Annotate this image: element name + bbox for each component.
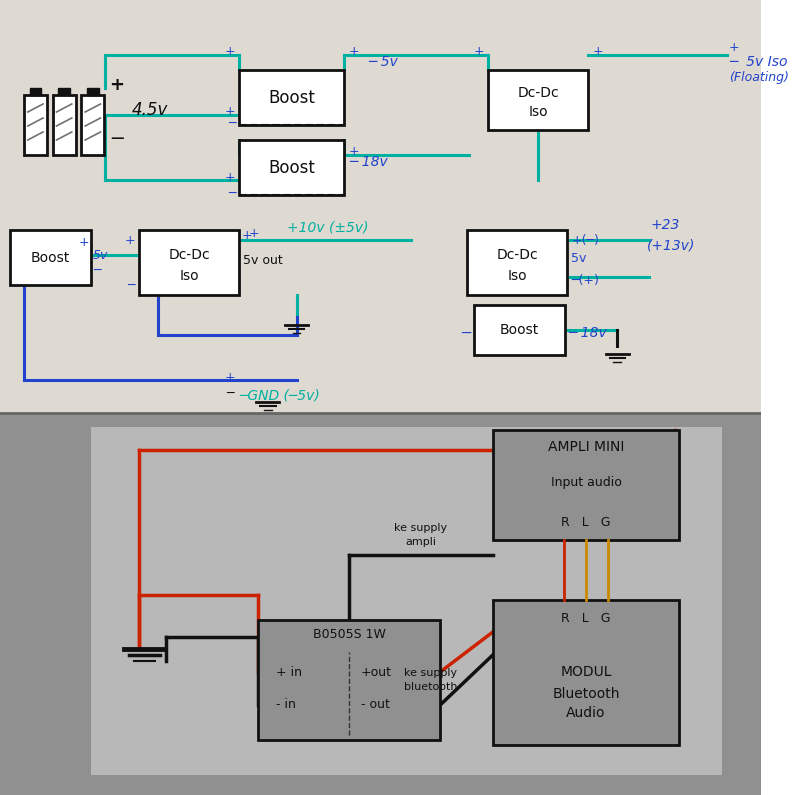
Bar <box>52 95 76 155</box>
Text: +: + <box>225 104 235 118</box>
Text: Iso: Iso <box>179 269 199 282</box>
Text: R   L   G: R L G <box>561 515 611 529</box>
Text: + in: + in <box>276 665 301 678</box>
Bar <box>488 70 588 130</box>
Text: B0505S 1W: B0505S 1W <box>312 629 386 642</box>
Text: +: + <box>241 228 252 242</box>
Text: +(─): +(─) <box>572 234 599 246</box>
Text: 5v: 5v <box>93 249 108 262</box>
Bar <box>24 95 47 155</box>
Bar <box>474 305 564 355</box>
Text: ─: ─ <box>127 278 135 292</box>
Text: ─: ─ <box>226 386 234 400</box>
Text: AMPLI MINI: AMPLI MINI <box>548 440 624 454</box>
Text: (Floating): (Floating) <box>729 71 789 83</box>
Bar <box>258 620 440 740</box>
Text: Audio: Audio <box>566 706 606 720</box>
Text: +10v (±5v): +10v (±5v) <box>287 220 369 234</box>
Text: Dc-Dc: Dc-Dc <box>169 248 210 262</box>
Text: Iso: Iso <box>507 269 527 282</box>
Text: Input audio: Input audio <box>551 475 622 488</box>
Bar <box>29 88 41 95</box>
Text: 5v: 5v <box>572 251 587 265</box>
Text: +: + <box>124 234 135 246</box>
Bar <box>81 95 104 155</box>
Text: ─: ─ <box>228 187 235 200</box>
Bar <box>91 427 723 775</box>
Text: +: + <box>109 76 124 94</box>
Bar <box>239 70 344 125</box>
Text: +out: +out <box>361 665 392 678</box>
Text: ke supply
ampli: ke supply ampli <box>394 523 448 547</box>
Text: MODUL: MODUL <box>560 665 612 680</box>
Text: Dc-Dc: Dc-Dc <box>518 86 559 100</box>
Bar <box>58 88 70 95</box>
Bar <box>10 230 91 285</box>
Text: R   L   G: R L G <box>561 611 611 625</box>
Text: ─(+): ─(+) <box>572 273 599 286</box>
Text: - in: - in <box>276 699 296 712</box>
Bar <box>239 140 344 195</box>
Text: Iso: Iso <box>529 105 548 119</box>
Text: ─ 18v: ─ 18v <box>349 155 388 169</box>
Text: +: + <box>224 370 235 383</box>
Text: ─: ─ <box>93 263 100 277</box>
Text: Bluetooth: Bluetooth <box>553 687 620 701</box>
Text: ─: ─ <box>228 117 235 130</box>
Text: +: + <box>592 45 603 57</box>
Text: 4.5v: 4.5v <box>132 101 169 119</box>
Bar <box>493 600 680 745</box>
Text: +: + <box>348 145 359 157</box>
Text: - out: - out <box>361 699 390 712</box>
Text: Dc-Dc: Dc-Dc <box>496 248 538 262</box>
Bar <box>467 230 568 295</box>
Text: +23: +23 <box>650 218 680 232</box>
Bar <box>0 0 761 413</box>
Text: Boost: Boost <box>31 250 70 265</box>
Text: +: + <box>729 41 740 53</box>
Text: +: + <box>249 227 259 239</box>
Bar <box>87 88 99 95</box>
Text: +: + <box>348 45 359 57</box>
Text: +: + <box>79 235 89 249</box>
Text: +: + <box>225 45 235 57</box>
Text: ─: ─ <box>111 130 122 149</box>
Text: Boost: Boost <box>499 323 539 337</box>
Text: ke supply
bluetooth: ke supply bluetooth <box>404 669 457 692</box>
Text: ─  5v Iso: ─ 5v Iso <box>729 55 788 69</box>
Text: +: + <box>474 45 484 57</box>
Text: +: + <box>225 170 235 184</box>
Text: 5v out: 5v out <box>243 254 283 266</box>
Bar <box>139 230 239 295</box>
Text: ─: ─ <box>460 325 470 340</box>
Text: ─ 18v: ─ 18v <box>568 326 607 340</box>
Text: ─GND (─5v): ─GND (─5v) <box>239 388 320 402</box>
Text: ─ 5v: ─ 5v <box>368 55 398 69</box>
Bar <box>493 430 680 540</box>
Bar <box>0 413 761 795</box>
Text: (+13v): (+13v) <box>647 238 695 252</box>
Text: Boost: Boost <box>269 88 316 107</box>
Text: Boost: Boost <box>269 158 316 176</box>
